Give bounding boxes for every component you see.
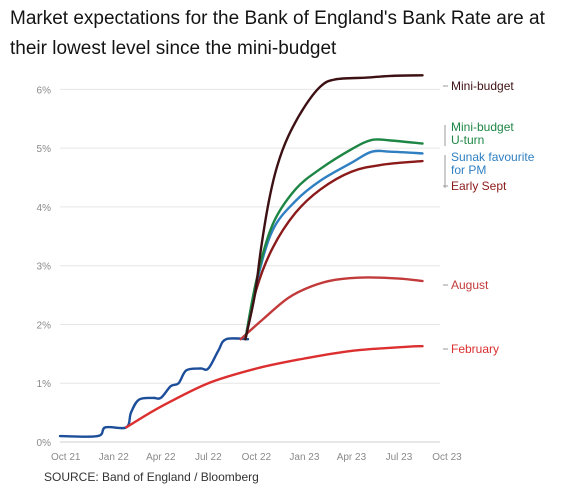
y-tick-label: 0% <box>37 438 52 449</box>
series-label-sunak-favourite-for-pm-line2: for PM <box>451 163 486 177</box>
x-tick-label: Apr 22 <box>146 452 176 463</box>
x-axis-ticks: Oct 21 Jan 22 Apr 22 Jul 22 Oct 22 Jan 23 Apr … <box>51 452 462 463</box>
x-tick-label: Jan 22 <box>99 452 129 463</box>
series-line-mini-budget <box>244 74 424 341</box>
series-line-february <box>125 345 424 429</box>
x-tick-label: Oct 23 <box>432 452 462 463</box>
x-tick-label: Oct 21 <box>51 452 81 463</box>
series-line-realised-bank-rate <box>58 337 250 438</box>
y-tick-label: 3% <box>37 262 52 273</box>
series-label-mini-budget: Mini-budget <box>451 79 514 93</box>
series-label-august: August <box>451 278 489 292</box>
y-tick-label: 5% <box>37 144 52 155</box>
x-tick-label: Jul 22 <box>195 452 222 463</box>
y-tick-label: 2% <box>37 320 52 331</box>
x-tick-label: Oct 22 <box>242 452 272 463</box>
series-label-early-sept: Early Sept <box>451 179 507 193</box>
series-line-mini-budget-u-turn <box>244 138 424 341</box>
y-tick-label: 1% <box>37 379 52 390</box>
grid-lines <box>60 88 440 443</box>
x-tick-label: Apr 23 <box>337 452 367 463</box>
series-lines <box>58 74 424 438</box>
chart-title: Market expectations for the Bank of Engl… <box>10 8 545 59</box>
x-tick-label: Jan 23 <box>289 452 319 463</box>
series-label-mini-budget-u-turn-line2: U-turn <box>451 133 484 147</box>
y-tick-label: 6% <box>37 85 52 96</box>
series-label-mini-budget-u-turn: Mini-budget <box>451 120 514 134</box>
y-axis-ticks: 0% 1% 2% 3% 4% 5% 6% <box>37 85 52 449</box>
series-label-sunak-favourite-for-pm: Sunak favourite <box>451 150 535 164</box>
source-note: SOURCE: Band of England / Bloomberg <box>44 470 259 484</box>
series-line-early-sept <box>244 159 424 341</box>
series-line-august <box>239 276 424 341</box>
y-tick-label: 4% <box>37 203 52 214</box>
x-tick-label: Jul 23 <box>386 452 413 463</box>
series-label-february: February <box>451 342 499 356</box>
